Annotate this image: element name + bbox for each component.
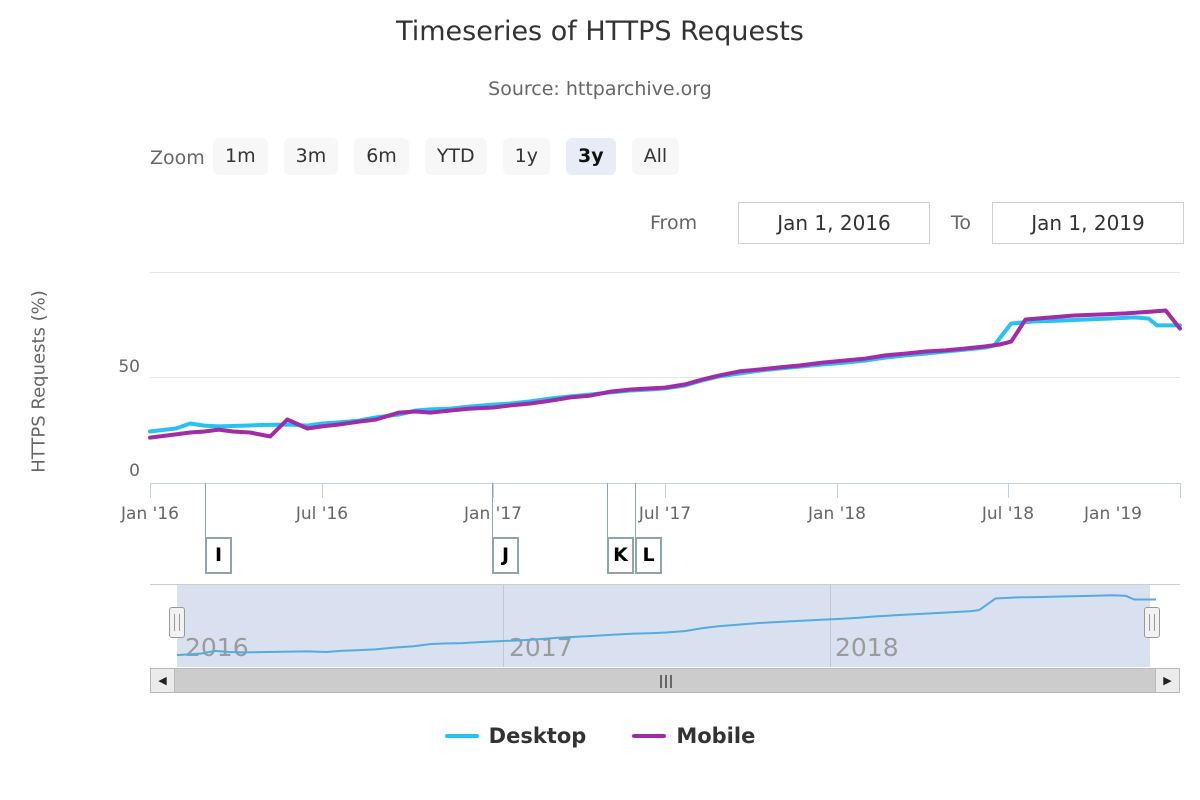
- navigator-right-handle[interactable]: [1144, 607, 1160, 638]
- y-tick-label-0: 0: [129, 461, 140, 481]
- flag-stem-l: [635, 483, 636, 537]
- zoom-button-3y[interactable]: 3y: [566, 138, 616, 175]
- x-tick: [1008, 483, 1009, 498]
- navigator-year-gridline: [503, 585, 504, 667]
- scrollbar-left-arrow-icon[interactable]: ◀: [150, 668, 175, 693]
- x-tick-label: Jan '18: [808, 504, 866, 524]
- flag-l[interactable]: L: [635, 537, 662, 574]
- legend-item-desktop[interactable]: Desktop: [444, 724, 587, 748]
- from-date-input[interactable]: [738, 202, 930, 244]
- zoom-button-3m[interactable]: 3m: [283, 138, 339, 175]
- gridline-50: [150, 377, 1180, 378]
- zoom-button-1m[interactable]: 1m: [213, 138, 268, 175]
- flag-j[interactable]: J: [492, 537, 519, 574]
- x-tick-label: Jan '16: [121, 504, 179, 524]
- zoom-button-1y[interactable]: 1y: [502, 138, 551, 175]
- desktop-line-swatch-icon: [444, 734, 479, 738]
- chart-title: Timeseries of HTTPS Requests: [396, 16, 804, 47]
- navigator-year-gridline: [830, 585, 831, 667]
- x-tick-label: Jul '17: [638, 504, 692, 524]
- x-tick: [665, 483, 666, 498]
- legend-item-mobile[interactable]: Mobile: [632, 724, 755, 748]
- x-tick: [1180, 483, 1181, 498]
- zoom-button-group: 1m 3m 6m YTD 1y 3y All: [213, 138, 680, 175]
- x-tick-label: Jul '16: [295, 504, 349, 524]
- to-date-input[interactable]: [992, 202, 1184, 244]
- scrollbar-thumb[interactable]: [175, 668, 1155, 693]
- gridline-100: [150, 272, 1180, 273]
- navigator-year-label-2016: 2016: [185, 633, 249, 662]
- legend-label-desktop: Desktop: [488, 724, 587, 748]
- y-tick-label-50: 50: [118, 357, 140, 377]
- zoom-button-6m[interactable]: 6m: [354, 138, 409, 175]
- flag-i[interactable]: I: [205, 537, 232, 574]
- x-tick: [150, 483, 151, 498]
- navigator-year-label-2018: 2018: [835, 633, 899, 662]
- x-tick-label: Jan '19: [1084, 504, 1142, 524]
- navigator-left-handle[interactable]: [169, 607, 185, 638]
- from-label: From: [650, 212, 698, 234]
- scrollbar-grip-icon: [660, 675, 662, 688]
- flag-stem-j: [492, 483, 493, 537]
- series-line-mobile[interactable]: [148, 308, 1182, 440]
- x-tick: [837, 483, 838, 498]
- scrollbar-grip-icon: [665, 675, 667, 688]
- y-axis-title: HTTPS Requests (%): [28, 290, 50, 473]
- x-tick-label: Jan '17: [464, 504, 522, 524]
- plot-area[interactable]: [148, 260, 1182, 493]
- legend: Desktop Mobile: [0, 724, 1200, 748]
- navigator-line: [176, 594, 1156, 657]
- chart-subtitle: Source: httparchive.org: [488, 78, 712, 100]
- navigator-selected-range[interactable]: [177, 585, 1150, 667]
- legend-label-mobile: Mobile: [676, 724, 756, 748]
- zoom-label: Zoom: [150, 147, 205, 169]
- mobile-line-swatch-icon: [632, 734, 667, 738]
- zoom-button-ytd[interactable]: YTD: [424, 138, 487, 175]
- x-tick: [493, 483, 494, 498]
- flag-stem-k: [607, 483, 608, 537]
- to-label: To: [951, 212, 972, 234]
- zoom-button-all[interactable]: All: [631, 138, 680, 175]
- flag-k[interactable]: K: [607, 537, 634, 574]
- x-tick: [322, 483, 323, 498]
- scrollbar-grip-icon: [670, 675, 672, 688]
- series-line-desktop[interactable]: [148, 315, 1182, 434]
- navigator-series: [176, 594, 1156, 657]
- flag-stem-i: [205, 483, 206, 537]
- scrollbar-right-arrow-icon[interactable]: ▶: [1155, 668, 1180, 693]
- x-tick-label: Jul '18: [981, 504, 1035, 524]
